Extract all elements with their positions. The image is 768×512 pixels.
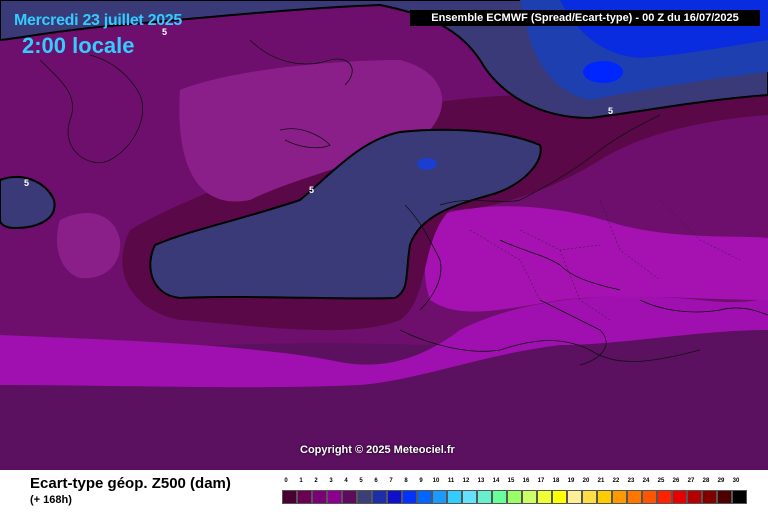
legend-tick-label: 3 (329, 478, 333, 484)
legend-swatch (492, 490, 507, 504)
variable-title: Ecart-type géop. Z500 (dam) (30, 475, 231, 492)
spread-field-map (0, 0, 768, 470)
legend-tick-label: 28 (702, 478, 710, 484)
field-west-patch (56, 212, 121, 279)
coastlines (39, 39, 768, 366)
legend-swatch (312, 490, 327, 504)
legend-tick-label: 17 (537, 478, 545, 484)
legend-tick-label: 10 (432, 478, 440, 484)
legend-swatch (417, 490, 432, 504)
legend-tick-label: 24 (642, 478, 650, 484)
contour-label: 5 (309, 185, 315, 195)
legend-tick-label: 6 (374, 478, 378, 484)
legend-swatch (537, 490, 552, 504)
legend-tick-label: 4 (344, 478, 348, 484)
contour-label: 5 (608, 106, 614, 116)
forecast-date: Mercredi 23 juillet 2025 (14, 12, 183, 29)
legend-swatch (477, 490, 492, 504)
legend-swatch (552, 490, 567, 504)
legend-tick-label: 2 (314, 478, 318, 484)
legend-swatch (642, 490, 657, 504)
country-borders (469, 199, 741, 321)
legend-swatch (627, 490, 642, 504)
legend-tick-label: 9 (419, 478, 423, 484)
legend-swatch (282, 490, 297, 504)
contour-5-ocean (149, 128, 542, 300)
legend-swatch (732, 490, 747, 504)
legend-swatch (342, 490, 357, 504)
lead-time: (+ 168h) (30, 494, 72, 506)
legend-tick-label: 11 (447, 478, 455, 484)
field-ocean-core (417, 158, 437, 170)
legend-tick-label: 8 (404, 478, 408, 484)
legend-tick-label: 22 (612, 478, 620, 484)
legend-tick-label: 7 (389, 478, 393, 484)
color-scale: 0 1 2 3 4 5 6 7 8 9 10 11 12 13 14 15 16 17 18 19 20 21 22 23 24… (282, 478, 752, 508)
legend-swatch (447, 490, 462, 504)
legend-swatch (702, 490, 717, 504)
legend-tick-label: 27 (687, 478, 695, 484)
field-europe-high (424, 206, 768, 312)
legend-swatch (597, 490, 612, 504)
legend-tick-label: 19 (567, 478, 575, 484)
legend-swatch (462, 490, 477, 504)
legend-swatch (672, 490, 687, 504)
legend-tick-label: 25 (657, 478, 665, 484)
model-header: Ensemble ECMWF (Spread/Ecart-type) - 00 … (410, 10, 760, 26)
legend-swatch (507, 490, 522, 504)
legend-tick-label: 1 (299, 478, 303, 484)
map-panel: Mercredi 23 juillet 2025 2:00 locale Ens… (0, 0, 768, 470)
legend-swatch (582, 490, 597, 504)
field-arctic-patch (179, 60, 443, 202)
legend-tick-label: 13 (477, 478, 485, 484)
legend-tick-label: 18 (552, 478, 560, 484)
legend-swatch (297, 490, 312, 504)
legend-swatch (432, 490, 447, 504)
legend-swatch (567, 490, 582, 504)
legend-swatch (687, 490, 702, 504)
legend-swatch (357, 490, 372, 504)
legend-tick-label: 0 (284, 478, 288, 484)
legend-swatch (657, 490, 672, 504)
legend-tick-label: 29 (717, 478, 725, 484)
legend-tick-label: 12 (462, 478, 470, 484)
contour-5-west (0, 175, 56, 230)
legend-tick-label: 16 (522, 478, 530, 484)
legend-tick-label: 21 (597, 478, 605, 484)
legend-swatch (372, 490, 387, 504)
field-northeast-max (583, 61, 623, 83)
legend-tick-label: 30 (732, 478, 740, 484)
legend-tick-label: 20 (582, 478, 590, 484)
legend-swatch (327, 490, 342, 504)
legend-swatch (717, 490, 732, 504)
legend-swatch (387, 490, 402, 504)
legend-swatch (402, 490, 417, 504)
legend-tick-label: 15 (507, 478, 515, 484)
legend-swatch (522, 490, 537, 504)
legend-swatch (612, 490, 627, 504)
forecast-time: 2:00 locale (22, 33, 135, 58)
legend-tick-label: 23 (627, 478, 635, 484)
legend-tick-label: 26 (672, 478, 680, 484)
copyright-notice: Copyright © 2025 Meteociel.fr (300, 444, 455, 456)
contour-label: 5 (162, 27, 168, 37)
field-magenta-belt (0, 296, 768, 388)
contour-label: 5 (24, 178, 30, 188)
legend-tick-label: 14 (492, 478, 500, 484)
legend-tick-label: 5 (359, 478, 363, 484)
